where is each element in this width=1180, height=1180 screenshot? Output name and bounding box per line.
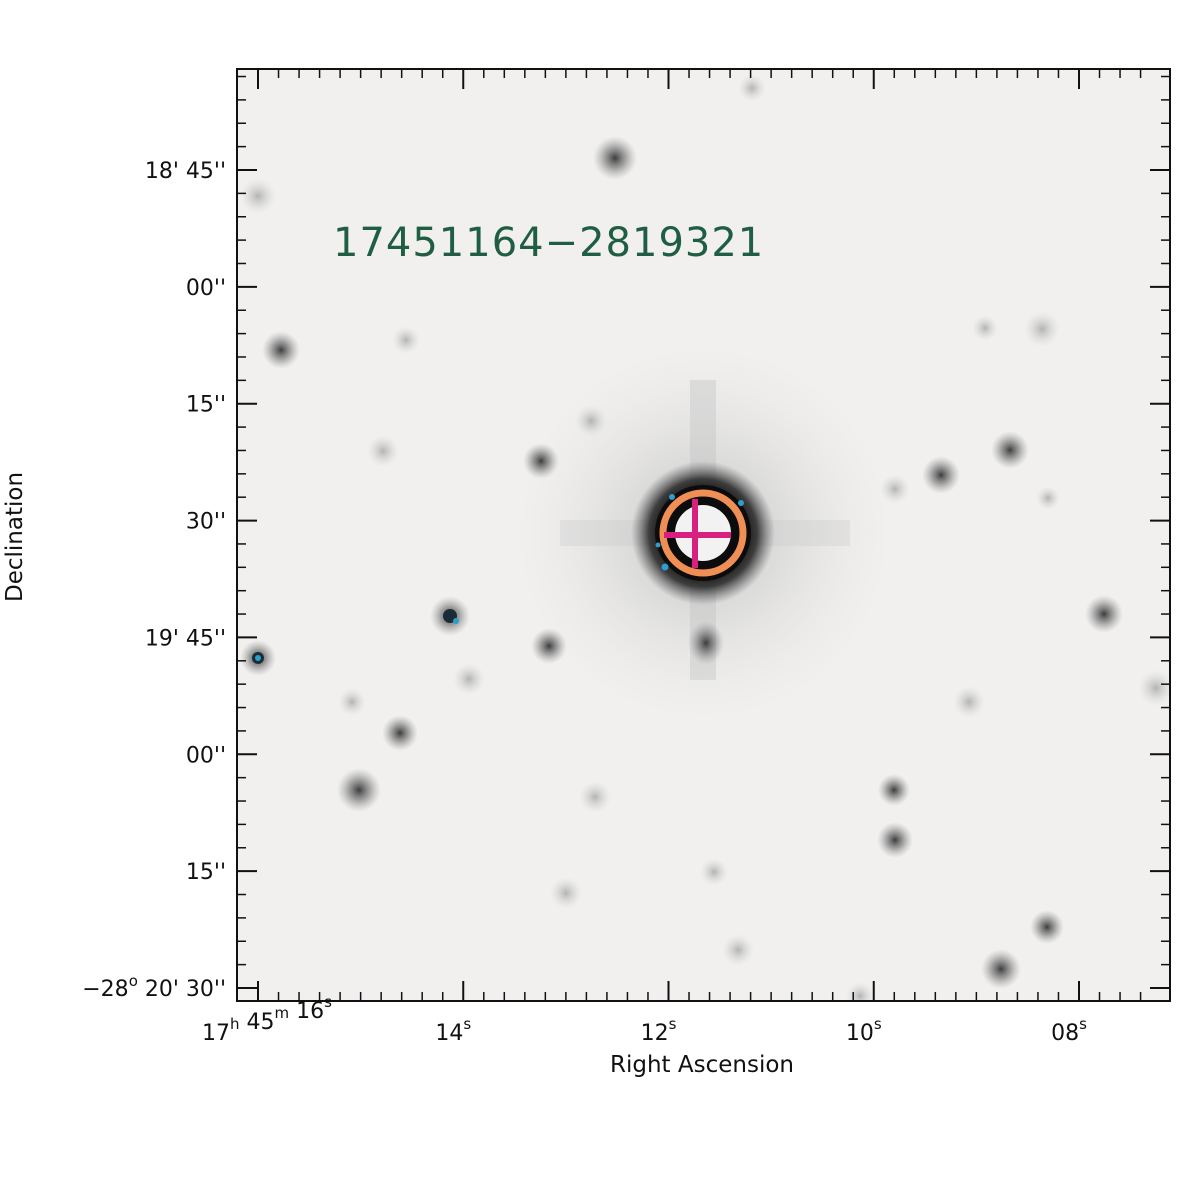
dec-tick-label: −28o 20' 30''	[82, 972, 226, 1002]
medium-stars	[262, 136, 1123, 989]
plot-frame	[236, 68, 1171, 1002]
dec-tick-label: 00''	[186, 276, 226, 301]
faint-stars	[240, 74, 1170, 1001]
x-axis-title: Right Ascension	[610, 1052, 794, 1078]
ra-tick-label: 17h 45m 16s	[202, 993, 332, 1046]
declination-axis: 18' 45'' 00'' 15'' 30'' 19' 45'' 00'' 15'' −28o…	[82, 75, 1170, 1002]
ra-tick-label: 08s	[1051, 1015, 1087, 1046]
y-axis-title: Declination	[2, 472, 28, 602]
dec-tick-label: 00''	[186, 743, 226, 768]
target-cross-marker	[664, 499, 731, 568]
dec-tick-label: 18' 45''	[145, 159, 226, 184]
right-ascension-axis: 17h 45m 16s 14s 12s 10s 08s	[202, 69, 1142, 1046]
dec-tick-label: 19' 45''	[145, 626, 226, 651]
dec-tick-label: 30''	[186, 510, 226, 535]
dec-tick-label: 15''	[186, 393, 226, 418]
ra-tick-label: 12s	[641, 1015, 677, 1046]
dec-tick-label: 15''	[186, 860, 226, 885]
dark-stars	[240, 596, 470, 676]
sky-image: 17451164−2819321	[237, 69, 1170, 1001]
target-circle-marker	[659, 489, 747, 577]
ra-tick-label: 10s	[846, 1015, 882, 1046]
ra-tick-label: 14s	[435, 1015, 471, 1046]
source-label: 17451164−2819321	[333, 220, 764, 266]
